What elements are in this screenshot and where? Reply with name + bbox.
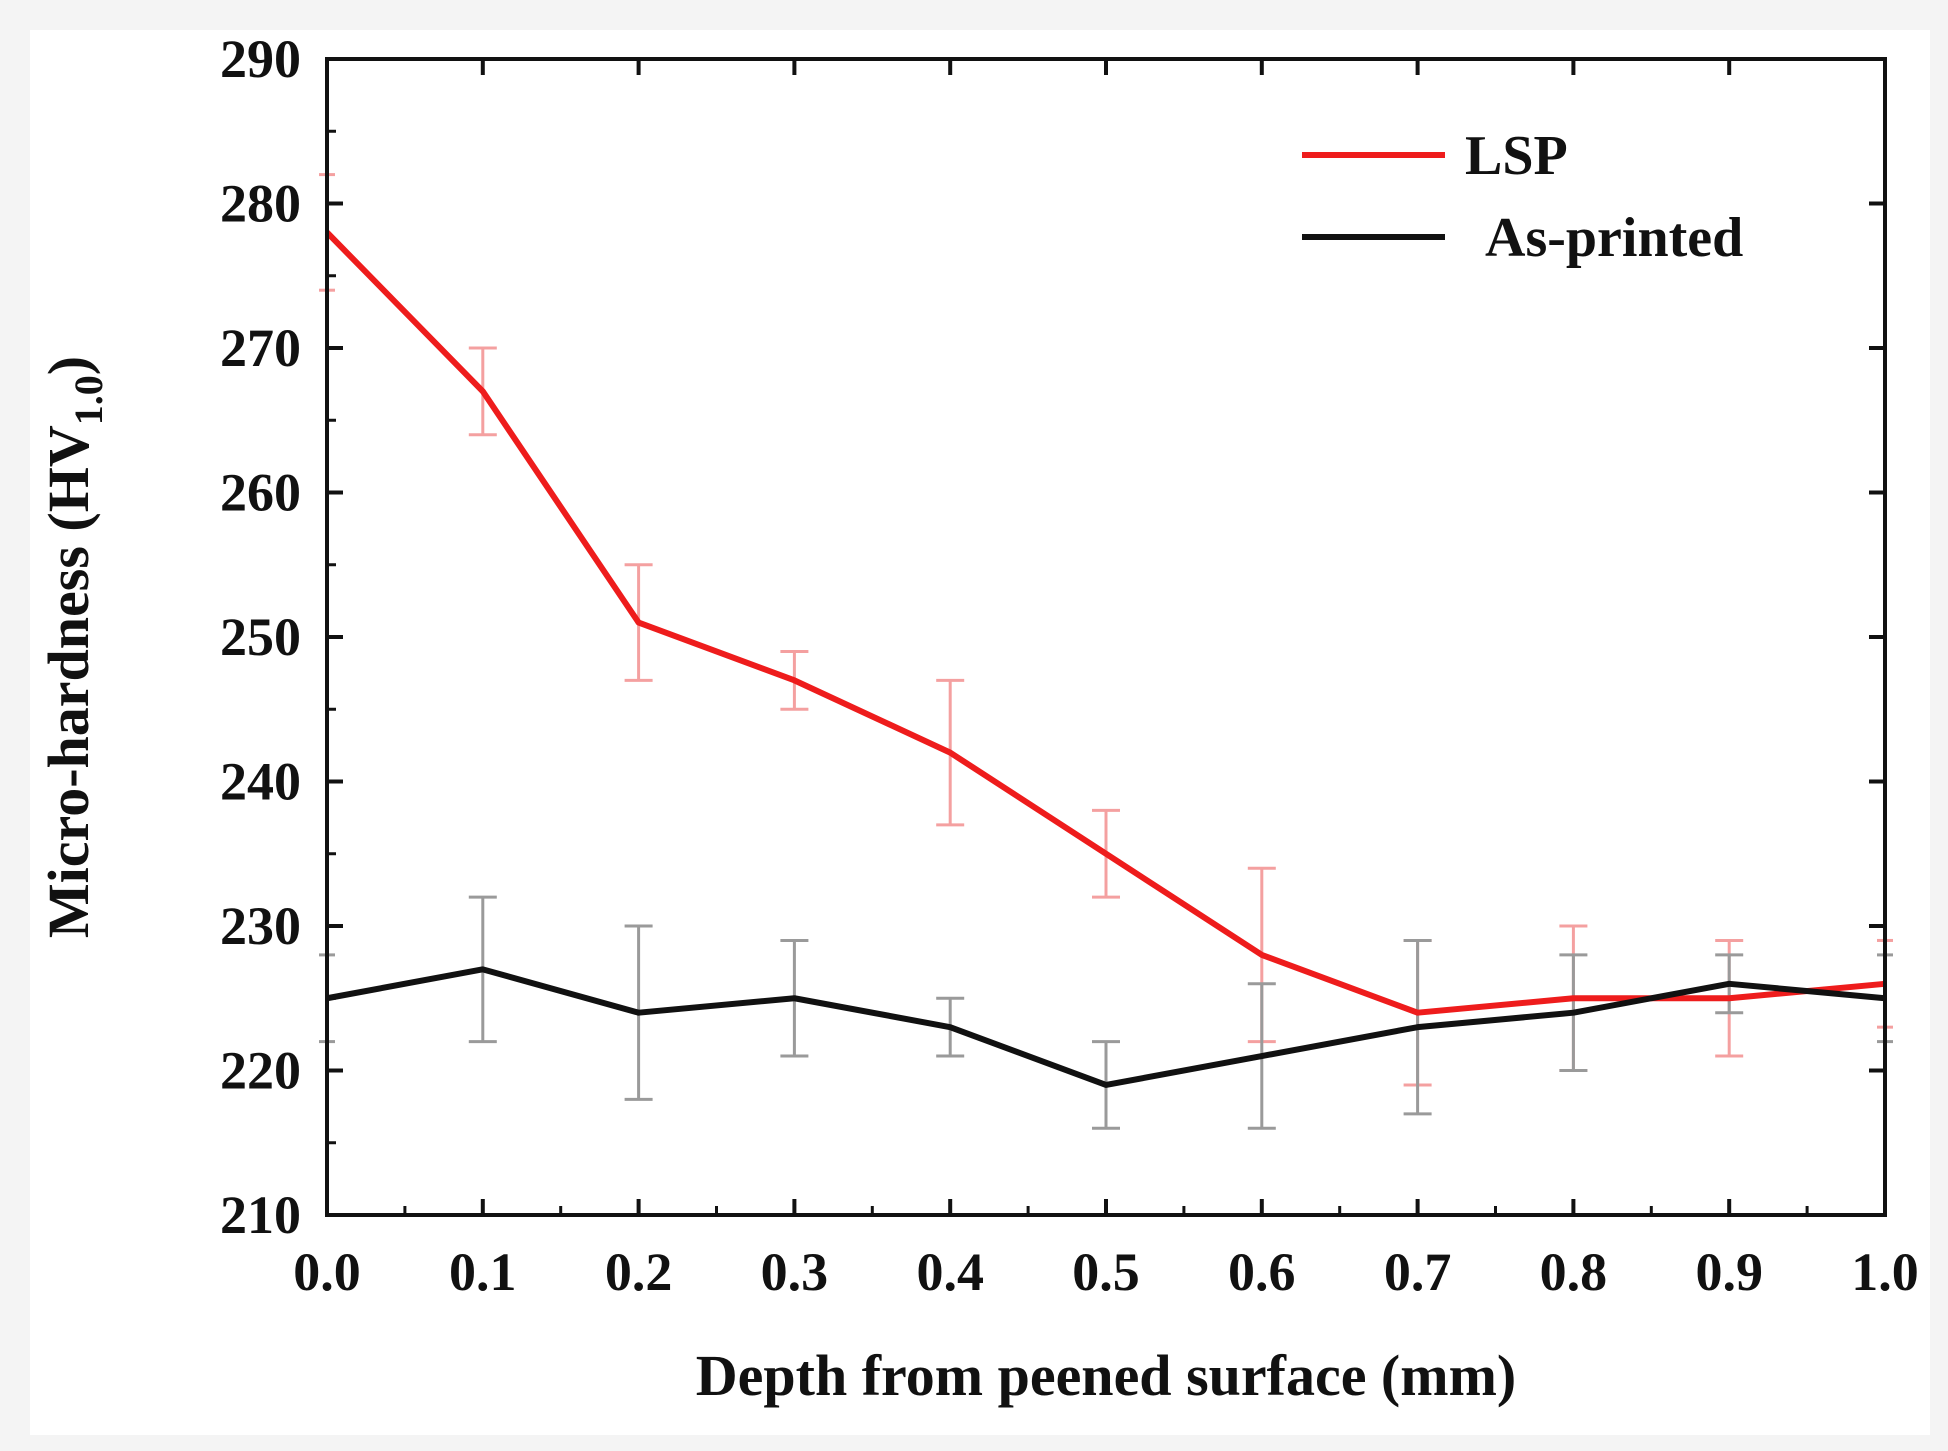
x-tick-label: 0.0 bbox=[293, 1242, 361, 1302]
axes-layer bbox=[325, 57, 1887, 1217]
y-tick-label: 250 bbox=[220, 607, 301, 667]
x-tick-label: 0.8 bbox=[1540, 1242, 1608, 1302]
chart-background bbox=[30, 30, 1930, 1435]
y-tick-label: 220 bbox=[220, 1041, 301, 1101]
legend-label: As-printed bbox=[1485, 207, 1743, 269]
y-tick-label: 210 bbox=[220, 1185, 301, 1245]
x-tick-label: 0.6 bbox=[1228, 1242, 1296, 1302]
x-tick-label: 1.0 bbox=[1851, 1242, 1919, 1302]
x-axis-title: Depth from peened surface (mm) bbox=[696, 1343, 1516, 1408]
series-line bbox=[324, 230, 1886, 1016]
x-tick-label: 0.3 bbox=[761, 1242, 829, 1302]
series-line bbox=[326, 966, 1886, 1088]
y-tick-label: 290 bbox=[220, 29, 301, 89]
legend-label: LSP bbox=[1465, 125, 1568, 187]
x-tick-label: 0.1 bbox=[449, 1242, 517, 1302]
y-axis-title-main: Micro-hardness (HV bbox=[36, 425, 101, 938]
x-tick-label: 0.4 bbox=[916, 1242, 984, 1302]
x-tick-label: 0.9 bbox=[1695, 1242, 1763, 1302]
y-tick-label: 260 bbox=[220, 463, 301, 523]
y-axis-title: Micro-hardness (HV1.0) bbox=[36, 356, 111, 938]
x-tick-label: 0.5 bbox=[1072, 1242, 1140, 1302]
y-axis-title-close: ) bbox=[36, 356, 101, 375]
tick-labels-layer: 0.0 0.1 0.2 0.3 0.4 0.5 0.6 0.7 0.8 0.9 1.0 210 220 2… bbox=[220, 29, 1919, 1302]
y-tick-label: 240 bbox=[220, 752, 301, 812]
y-tick-label: 280 bbox=[220, 174, 301, 234]
y-axis-title-subscript: 1.0 bbox=[66, 375, 111, 425]
x-tick-label: 0.7 bbox=[1384, 1242, 1452, 1302]
series-lines-layer bbox=[324, 230, 1886, 1088]
y-tick-label: 230 bbox=[220, 896, 301, 956]
y-tick-label: 270 bbox=[220, 318, 301, 378]
x-tick-label: 0.2 bbox=[605, 1242, 673, 1302]
legend: LSP As-printed bbox=[1302, 125, 1743, 269]
